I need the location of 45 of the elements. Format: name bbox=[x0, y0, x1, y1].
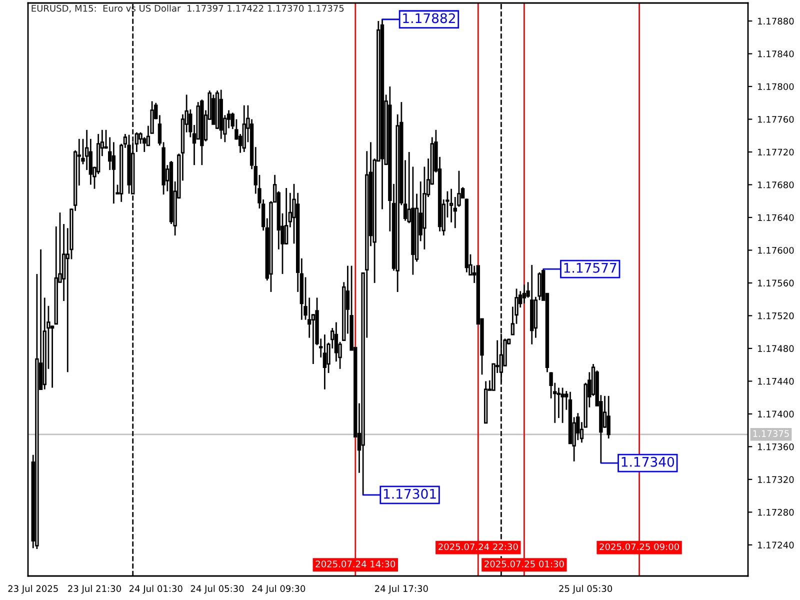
candlestick bbox=[560, 387, 564, 424]
candlestick bbox=[522, 284, 526, 304]
x-tick-label: 23 Jul 21:30 bbox=[68, 585, 121, 594]
x-tick-label: 23 Jul 2025 bbox=[8, 585, 58, 594]
y-tick-label: 1.17800 bbox=[758, 83, 794, 90]
ref-line-label: 1.17375 bbox=[753, 430, 789, 438]
y-tick-label: 1.17240 bbox=[758, 542, 794, 548]
annotation: 1.17340 bbox=[622, 456, 674, 467]
ref-line-label: 2025.07.24 22:30 bbox=[438, 543, 518, 550]
y-tick-label: 1.17360 bbox=[758, 443, 794, 450]
candlestick bbox=[606, 395, 610, 440]
ref-line-label: 2025.07.25 09:00 bbox=[600, 543, 679, 550]
y-tick-label: 1.17320 bbox=[758, 476, 794, 483]
candlestick bbox=[556, 387, 561, 419]
y-tick-label: 1.17760 bbox=[758, 116, 794, 123]
candlestick bbox=[142, 136, 146, 153]
candlestick bbox=[230, 112, 234, 130]
y-tick-label: 1.17720 bbox=[758, 148, 794, 156]
x-tick-label: 24 Jul 05:30 bbox=[190, 585, 244, 594]
x-tick-label: 24 Jul 09:30 bbox=[252, 585, 306, 594]
y-tick-label: 1.17880 bbox=[758, 18, 794, 25]
candlestick bbox=[150, 100, 154, 134]
y-tick-label: 1.17560 bbox=[758, 280, 794, 287]
annotation: 1.17882 bbox=[403, 13, 455, 24]
candlestick bbox=[112, 141, 116, 204]
y-tick-label: 1.17440 bbox=[758, 378, 794, 385]
y-tick-label: 1.17480 bbox=[758, 345, 794, 352]
candlestick bbox=[242, 104, 246, 153]
candlestick bbox=[50, 324, 54, 388]
y-tick-label: 1.17680 bbox=[758, 181, 794, 188]
ref-line-label: 2025.07.24 14:30 bbox=[316, 560, 396, 568]
x-tick-label: 24 Jul 01:30 bbox=[129, 585, 182, 594]
candlestick bbox=[322, 334, 327, 390]
y-tick-label: 1.17840 bbox=[758, 50, 794, 58]
annotation: 1.17577 bbox=[564, 263, 616, 273]
y-tick-label: 1.17600 bbox=[758, 246, 794, 254]
annotation: 1.17301 bbox=[384, 488, 436, 499]
y-tick-label: 1.17520 bbox=[758, 312, 794, 320]
chart-title: EURUSD, M15: Euro vs US Dollar 1.17397 1.17422 1.17370 1.17375 bbox=[32, 4, 344, 13]
y-tick-label: 1.17640 bbox=[758, 214, 794, 222]
y-tick-label: 1.17400 bbox=[758, 410, 794, 418]
ref-line-label: 2025.07.25 01:30 bbox=[484, 560, 564, 568]
x-tick-label: 24 Jul 17:30 bbox=[375, 585, 428, 594]
x-tick-label: 25 Jul 05:30 bbox=[559, 585, 612, 594]
y-tick-label: 1.17280 bbox=[758, 508, 794, 516]
